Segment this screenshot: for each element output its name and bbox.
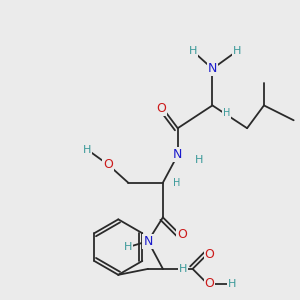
Text: O: O: [205, 248, 214, 260]
Text: H: H: [124, 242, 132, 252]
Text: H: H: [223, 108, 230, 118]
Text: H: H: [173, 178, 180, 188]
Text: O: O: [103, 158, 113, 171]
Text: N: N: [173, 148, 182, 161]
Text: N: N: [208, 62, 217, 75]
Text: O: O: [156, 102, 166, 115]
Text: H: H: [228, 279, 236, 289]
Text: H: H: [233, 46, 242, 56]
Text: H: H: [178, 264, 187, 274]
Text: N: N: [143, 235, 153, 248]
Text: H: H: [188, 46, 197, 56]
Text: O: O: [205, 277, 214, 290]
Text: H: H: [195, 155, 204, 165]
Text: O: O: [177, 228, 187, 241]
Text: H: H: [82, 145, 91, 155]
